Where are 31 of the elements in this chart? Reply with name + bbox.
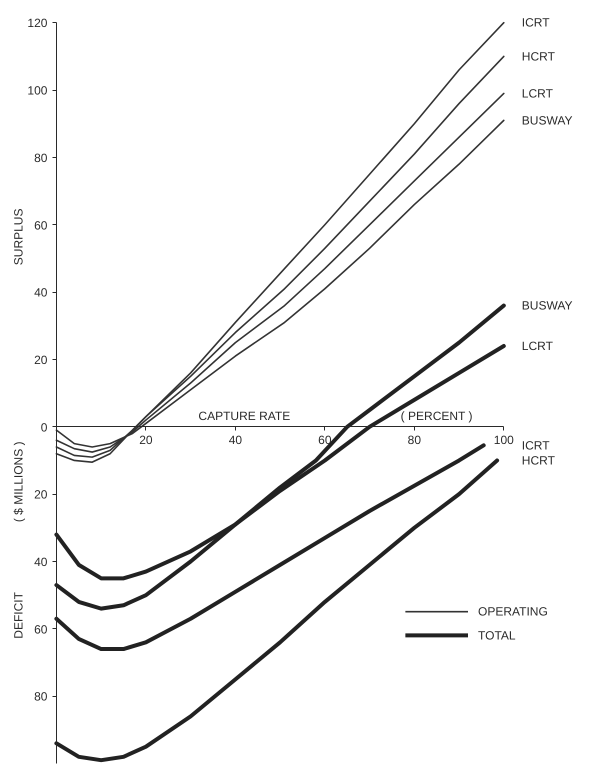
- y-tick-label: 120: [27, 16, 48, 30]
- y-tick-label: 100: [27, 84, 48, 98]
- y-tick-label: 80: [34, 690, 48, 704]
- x-tick-label: 80: [408, 432, 422, 447]
- series-label: LCRT: [522, 86, 554, 100]
- y-tick-label: 0: [40, 420, 48, 434]
- x-tick-label: 60: [318, 432, 332, 447]
- annotation: ( PERCENT ): [400, 408, 472, 423]
- x-tick-label: 40: [228, 432, 242, 447]
- series-label: BUSWAY: [522, 113, 572, 128]
- y-tick-label: 60: [34, 218, 48, 232]
- y-axis-title: ( $ MILLIONS ): [11, 441, 26, 522]
- series-label: ICRT: [522, 16, 550, 30]
- text: ICRT: [522, 438, 550, 452]
- y-tick-label: 20: [34, 488, 48, 502]
- x-axis-title: CAPTURE RATE: [198, 408, 290, 423]
- annotation: OPERATING: [478, 604, 548, 619]
- x-tick-label: 20: [139, 432, 153, 447]
- y-tick-label: 60: [34, 622, 48, 636]
- text: DEFICIT: [11, 591, 26, 639]
- x-tick-label: 100: [494, 432, 514, 447]
- text: SURPLUS: [11, 208, 26, 266]
- text: HCRT: [522, 453, 556, 468]
- series-label: BUSWAY: [522, 298, 572, 313]
- y-tick-label: 40: [34, 286, 48, 300]
- series-label: HCRT: [522, 49, 556, 64]
- series-label: LCRT: [522, 338, 554, 353]
- y-tick-label: 20: [34, 352, 48, 367]
- y-tick-label: 40: [34, 554, 48, 569]
- y-tick-label: 80: [34, 150, 48, 165]
- annotation: TOTAL: [478, 628, 516, 642]
